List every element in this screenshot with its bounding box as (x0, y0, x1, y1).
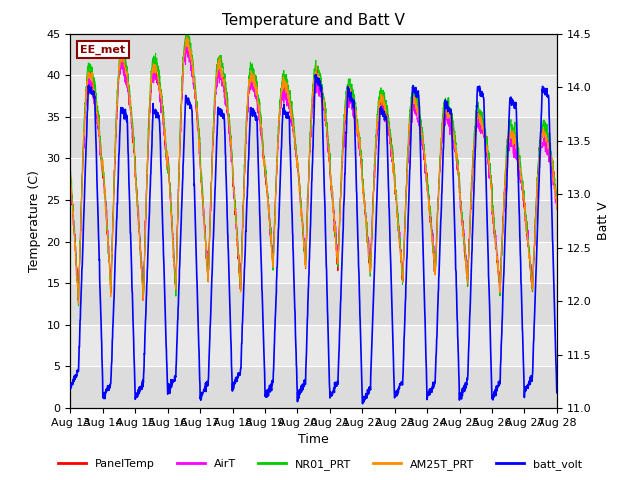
NR01_PRT (203, 251, 211, 256)
batt_volt (455, 371, 463, 376)
NR01_PRT (182, 28, 190, 34)
X-axis label: Time: Time (298, 433, 329, 446)
Line: NR01_PRT: NR01_PRT (70, 31, 557, 306)
Bar (70, 283, 557, 325)
AM25T_PRT (67, 172, 74, 178)
PanelTemp (553, 206, 561, 212)
Bar (70, 34, 557, 75)
Title: Temperature and Batt V: Temperature and Batt V (222, 13, 405, 28)
AirT (140, 288, 147, 294)
Bar (70, 325, 557, 366)
NR01_PRT (67, 171, 74, 177)
Y-axis label: Temperature (C): Temperature (C) (28, 170, 41, 272)
Bar (70, 117, 557, 158)
PanelTemp (339, 160, 346, 166)
PanelTemp (328, 192, 335, 198)
PanelTemp (182, 34, 190, 39)
NR01_PRT (455, 170, 463, 176)
Y-axis label: Batt V: Batt V (597, 202, 610, 240)
AirT (67, 171, 74, 177)
PanelTemp (203, 252, 211, 258)
NR01_PRT (524, 233, 532, 239)
AM25T_PRT (75, 301, 83, 307)
batt_volt (338, 263, 346, 268)
batt_volt (312, 72, 320, 78)
batt_volt (524, 382, 532, 388)
PanelTemp (524, 235, 532, 241)
AirT (328, 192, 335, 198)
AM25T_PRT (553, 205, 561, 211)
NR01_PRT (328, 186, 335, 192)
Text: EE_met: EE_met (80, 45, 125, 55)
Line: PanelTemp: PanelTemp (70, 36, 557, 304)
AM25T_PRT (328, 179, 335, 184)
PanelTemp (75, 301, 83, 307)
Bar (70, 241, 557, 283)
AM25T_PRT (203, 260, 211, 266)
Bar (70, 366, 557, 408)
batt_volt (67, 385, 74, 391)
PanelTemp (67, 168, 74, 174)
AM25T_PRT (339, 156, 346, 162)
batt_volt (510, 102, 518, 108)
AirT (182, 37, 190, 43)
NR01_PRT (553, 198, 561, 204)
PanelTemp (510, 132, 518, 137)
Bar (70, 75, 557, 117)
Bar (70, 158, 557, 200)
AirT (510, 154, 518, 160)
AirT (339, 164, 346, 170)
batt_volt (328, 391, 335, 397)
NR01_PRT (339, 154, 346, 160)
AM25T_PRT (455, 171, 463, 177)
Legend: PanelTemp, AirT, NR01_PRT, AM25T_PRT, batt_volt: PanelTemp, AirT, NR01_PRT, AM25T_PRT, ba… (54, 455, 586, 474)
AM25T_PRT (510, 135, 518, 141)
Line: AirT: AirT (70, 40, 557, 291)
AM25T_PRT (183, 34, 191, 40)
batt_volt (553, 390, 561, 396)
AirT (455, 173, 463, 179)
Line: AM25T_PRT: AM25T_PRT (70, 37, 557, 304)
NR01_PRT (510, 129, 518, 134)
AirT (553, 199, 561, 204)
batt_volt (359, 401, 367, 407)
Bar (70, 200, 557, 241)
AirT (524, 235, 532, 240)
Line: batt_volt: batt_volt (70, 75, 557, 404)
batt_volt (202, 383, 210, 388)
NR01_PRT (75, 303, 83, 309)
AM25T_PRT (524, 239, 532, 244)
AirT (203, 242, 211, 248)
PanelTemp (455, 172, 463, 178)
